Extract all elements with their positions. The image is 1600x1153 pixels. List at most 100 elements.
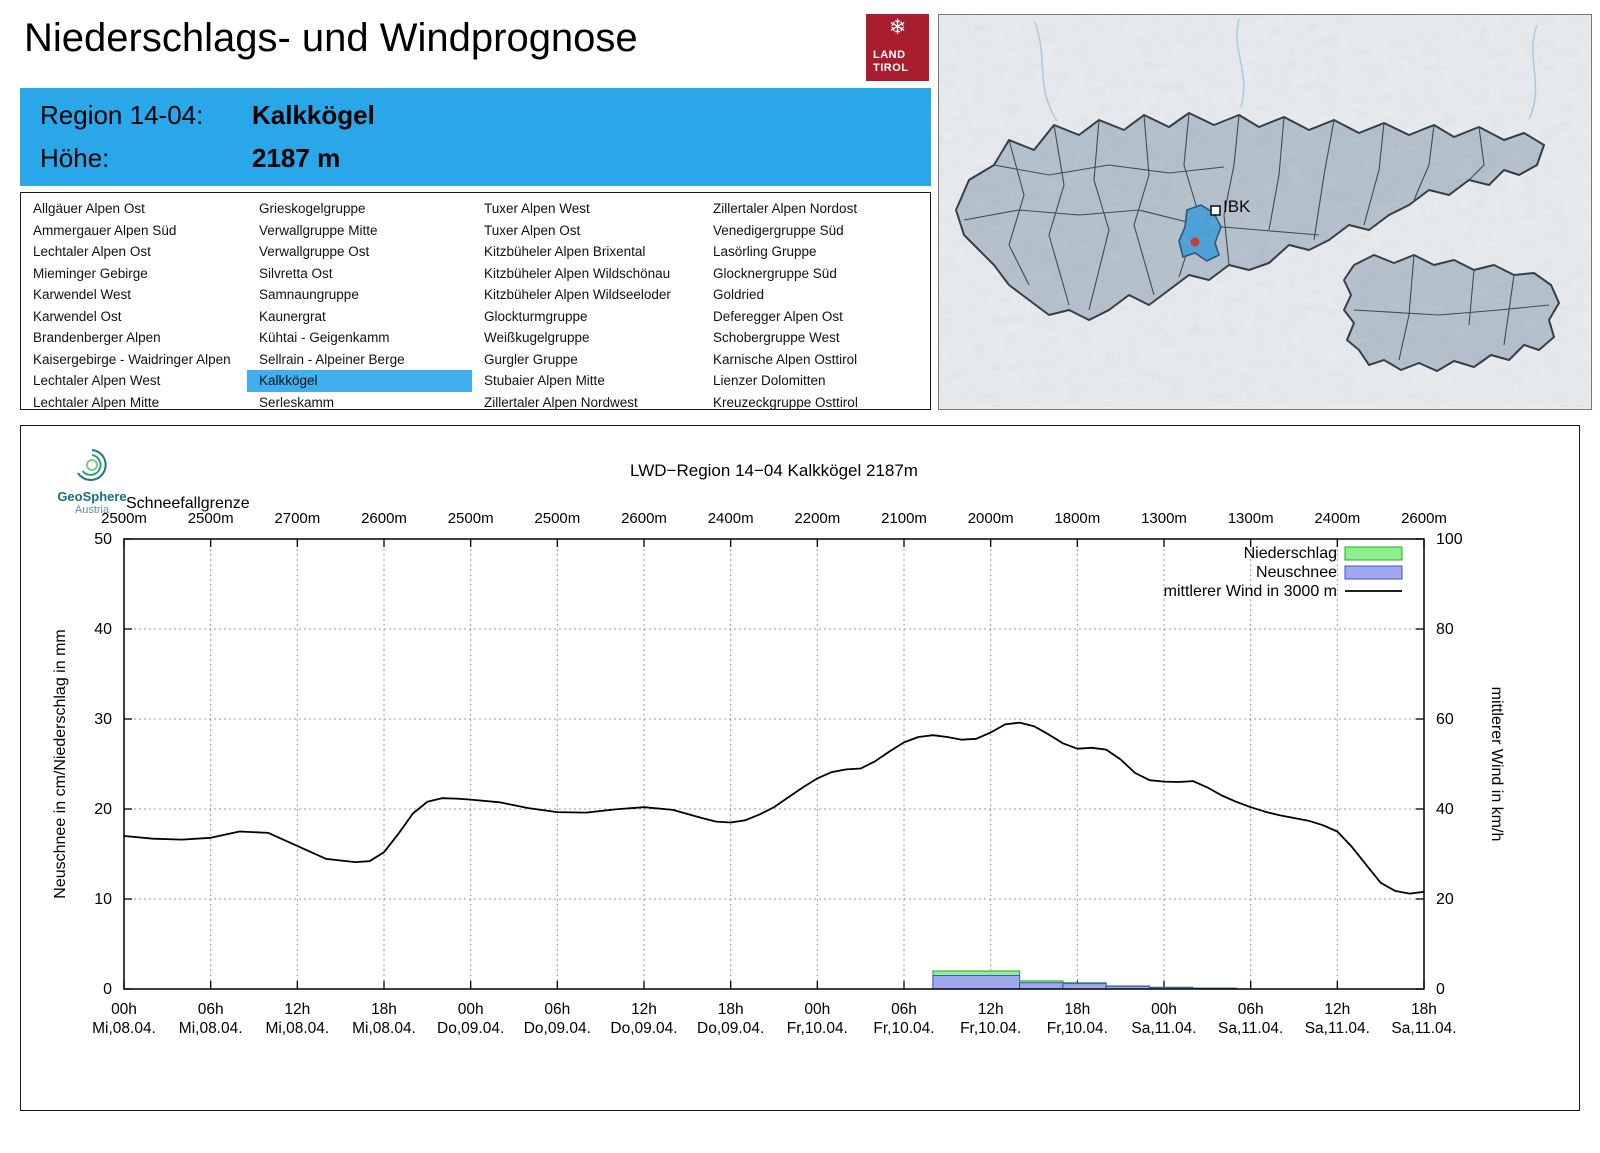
snowline-label: Schneefallgrenze xyxy=(126,495,250,512)
region-column: Tuxer Alpen West Tuxer Alpen Ost Kitzbühel… xyxy=(472,198,701,413)
chart-title: LWD−Region 14−04 Kalkkögel 2187m xyxy=(630,461,918,480)
region-list-item[interactable]: Tuxer Alpen West xyxy=(484,201,590,216)
region-list-item[interactable]: Kaisergebirge - Waidringer Alpen xyxy=(33,351,231,367)
snowline-value: 1800m xyxy=(1054,510,1100,527)
region-list-item[interactable]: Serleskamm xyxy=(259,394,335,410)
region-list-item[interactable]: Gurgler Gruppe xyxy=(484,351,578,367)
y-right-tick-label: 60 xyxy=(1436,711,1454,728)
tirol-map-container: IBK xyxy=(938,14,1592,410)
region-column: Allgäuer Alpen Ost Ammergauer Alpen Süd Le… xyxy=(21,198,247,413)
region-list-item[interactable]: Kitzbüheler Alpen Wildschönau xyxy=(484,265,671,281)
legend-label: Niederschlag xyxy=(1244,545,1337,562)
x-tick-date: Sa,11.04. xyxy=(1305,1020,1370,1037)
region-list-item[interactable]: Zillertaler Alpen Nordwest xyxy=(484,394,638,410)
x-tick-hour: 00h xyxy=(458,1001,484,1018)
region-list-item[interactable]: Lechtaler Alpen West xyxy=(33,373,161,388)
region-header: Region 14-04: Kalkkögel Höhe: 2187 m xyxy=(20,88,931,186)
page-title: Niederschlags- und Windprognose xyxy=(24,16,638,60)
region-list-item[interactable]: Schobergruppe West xyxy=(713,330,840,345)
altitude-value: 2187 m xyxy=(252,143,341,173)
x-tick-date: Fr,10.04. xyxy=(787,1020,848,1037)
region-list-item[interactable]: Lienzer Dolomitten xyxy=(713,373,826,388)
region-list-item[interactable]: Kitzbüheler Alpen Wildseeloder xyxy=(484,287,671,302)
x-tick-hour: 06h xyxy=(1238,1001,1264,1018)
y-right-tick-label: 0 xyxy=(1436,981,1445,998)
x-tick-date: Mi,08.04. xyxy=(265,1020,329,1037)
wind-line xyxy=(123,721,1425,895)
snowline-value: 2100m xyxy=(881,510,927,527)
snow-bar xyxy=(932,975,1021,990)
geosphere-logo: GeoSphere Austria xyxy=(49,446,135,517)
snowline-value: 2600m xyxy=(621,510,667,527)
region-list-item[interactable]: Karwendel Ost xyxy=(33,308,122,324)
tirol-map[interactable]: IBK xyxy=(939,15,1589,407)
y-left-tick-label: 10 xyxy=(94,891,112,908)
legend-label: mittlerer Wind in 3000 m xyxy=(1164,583,1337,600)
x-tick-hour: 18h xyxy=(1411,1001,1437,1018)
region-column: Grieskogelgruppe Verwallgruppe Mitte Verwa… xyxy=(247,198,472,413)
snowline-value: 1300m xyxy=(1141,510,1187,527)
snowline-value: 2700m xyxy=(274,510,320,527)
x-tick-hour: 06h xyxy=(891,1001,917,1018)
region-list-item[interactable]: Samnaungruppe xyxy=(259,287,359,302)
region-list-item[interactable]: Verwallgruppe Ost xyxy=(259,244,370,259)
region-list-item[interactable]: Lasörling Gruppe xyxy=(713,244,817,259)
x-tick-date: Fr,10.04. xyxy=(960,1020,1021,1037)
geosphere-country: Austria xyxy=(74,504,110,516)
region-list-item[interactable]: Kreuzeckgruppe Osttirol xyxy=(713,394,858,410)
region-list-item[interactable]: Zillertaler Alpen Nordost xyxy=(713,201,858,216)
x-tick-hour: 18h xyxy=(371,1001,397,1018)
x-tick-date: Do,09.04. xyxy=(610,1020,677,1037)
region-list-item[interactable]: Glocknergruppe Süd xyxy=(713,265,837,281)
region-list-item[interactable]: Mieminger Gebirge xyxy=(33,265,148,281)
snowline-value: 2200m xyxy=(794,510,840,527)
x-tick-date: Mi,08.04. xyxy=(352,1020,416,1037)
x-tick-date: Fr,10.04. xyxy=(1047,1020,1108,1037)
x-tick-date: Sa,11.04. xyxy=(1218,1020,1283,1037)
region-list: Allgäuer Alpen Ost Ammergauer Alpen Süd Le… xyxy=(20,192,931,410)
x-tick-hour: 12h xyxy=(284,1001,310,1018)
land-tirol-logo: ❄ LAND TIROL xyxy=(866,14,929,81)
region-list-item[interactable]: Verwallgruppe Mitte xyxy=(259,222,378,238)
region-list-item[interactable]: Grieskogelgruppe xyxy=(259,201,366,216)
region-list-item[interactable]: Deferegger Alpen Ost xyxy=(713,308,843,324)
x-tick-date: Do,09.04. xyxy=(697,1020,764,1037)
map-relief-texture xyxy=(939,15,1589,407)
region-list-item[interactable]: Sellrain - Alpeiner Berge xyxy=(259,351,405,367)
region-list-item[interactable]: Lechtaler Alpen Mitte xyxy=(33,394,160,410)
region-list-item[interactable]: Karwendel West xyxy=(33,287,132,302)
forecast-chart: GeoSphere Austria LWD−Region 14−04 Kalkk… xyxy=(20,425,1580,1111)
snowline-value: 2000m xyxy=(968,510,1014,527)
region-list-item[interactable]: Ammergauer Alpen Süd xyxy=(33,222,177,238)
region-list-item[interactable]: Kitzbüheler Alpen Brixental xyxy=(484,244,646,259)
x-tick-date: Sa,11.04. xyxy=(1391,1020,1456,1037)
legend-label: Neuschnee xyxy=(1256,564,1337,581)
region-name-value: Kalkkögel xyxy=(252,100,375,130)
region-list-item-selected[interactable]: Kalkkögel xyxy=(247,370,472,392)
y-right-tick-label: 100 xyxy=(1436,531,1463,548)
region-list-item[interactable]: Glockturmgruppe xyxy=(484,308,588,324)
x-tick-date: Do,09.04. xyxy=(437,1020,504,1037)
region-list-item[interactable]: Venedigergruppe Süd xyxy=(713,222,844,238)
region-number-label: Region 14-04: xyxy=(40,100,204,130)
region-list-item[interactable]: Kühtai - Geigenkamm xyxy=(259,330,390,345)
snowline-value: 2500m xyxy=(101,510,147,527)
x-tick-hour: 06h xyxy=(198,1001,224,1018)
region-list-item[interactable]: Weißkugelgruppe xyxy=(484,330,590,345)
snowline-value: 2600m xyxy=(361,510,407,527)
region-list-item[interactable]: Lechtaler Alpen Ost xyxy=(33,244,151,259)
x-tick-hour: 00h xyxy=(1151,1001,1177,1018)
region-list-item[interactable]: Kaunergrat xyxy=(259,308,326,324)
region-list-item[interactable]: Silvretta Ost xyxy=(259,265,333,281)
region-list-item[interactable]: Allgäuer Alpen Ost xyxy=(33,201,145,216)
region-list-item[interactable]: Goldried xyxy=(713,287,765,302)
region-list-item[interactable]: Brandenberger Alpen xyxy=(33,330,161,345)
logo-line-2: TIROL xyxy=(873,61,909,74)
x-tick-hour: 12h xyxy=(631,1001,657,1018)
y-left-tick-label: 30 xyxy=(94,711,112,728)
region-list-item[interactable]: Stubaier Alpen Mitte xyxy=(484,373,605,388)
region-list-item[interactable]: Karnische Alpen Osttirol xyxy=(713,351,858,367)
logo-line-1: LAND xyxy=(873,48,906,61)
region-list-item[interactable]: Tuxer Alpen Ost xyxy=(484,222,581,238)
